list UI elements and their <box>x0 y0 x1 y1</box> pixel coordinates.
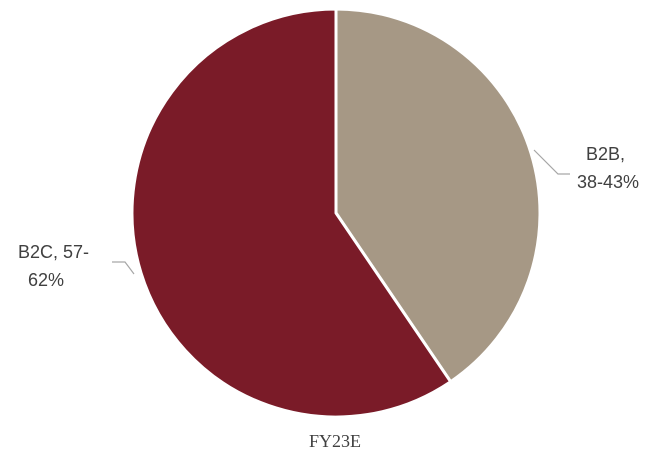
pie-slices <box>130 7 542 419</box>
category-label: FY23E <box>309 431 361 451</box>
pie-slice-b2b <box>334 7 542 384</box>
leader-line-b2c <box>112 261 135 275</box>
pie-slice-b2c <box>130 7 453 419</box>
data-label-b2c: B2C, 57- 62% <box>18 242 94 290</box>
leader-line-b2b <box>533 149 570 175</box>
leader-lines <box>112 149 570 275</box>
data-label-b2b: B2B, 38-43% <box>577 144 639 192</box>
